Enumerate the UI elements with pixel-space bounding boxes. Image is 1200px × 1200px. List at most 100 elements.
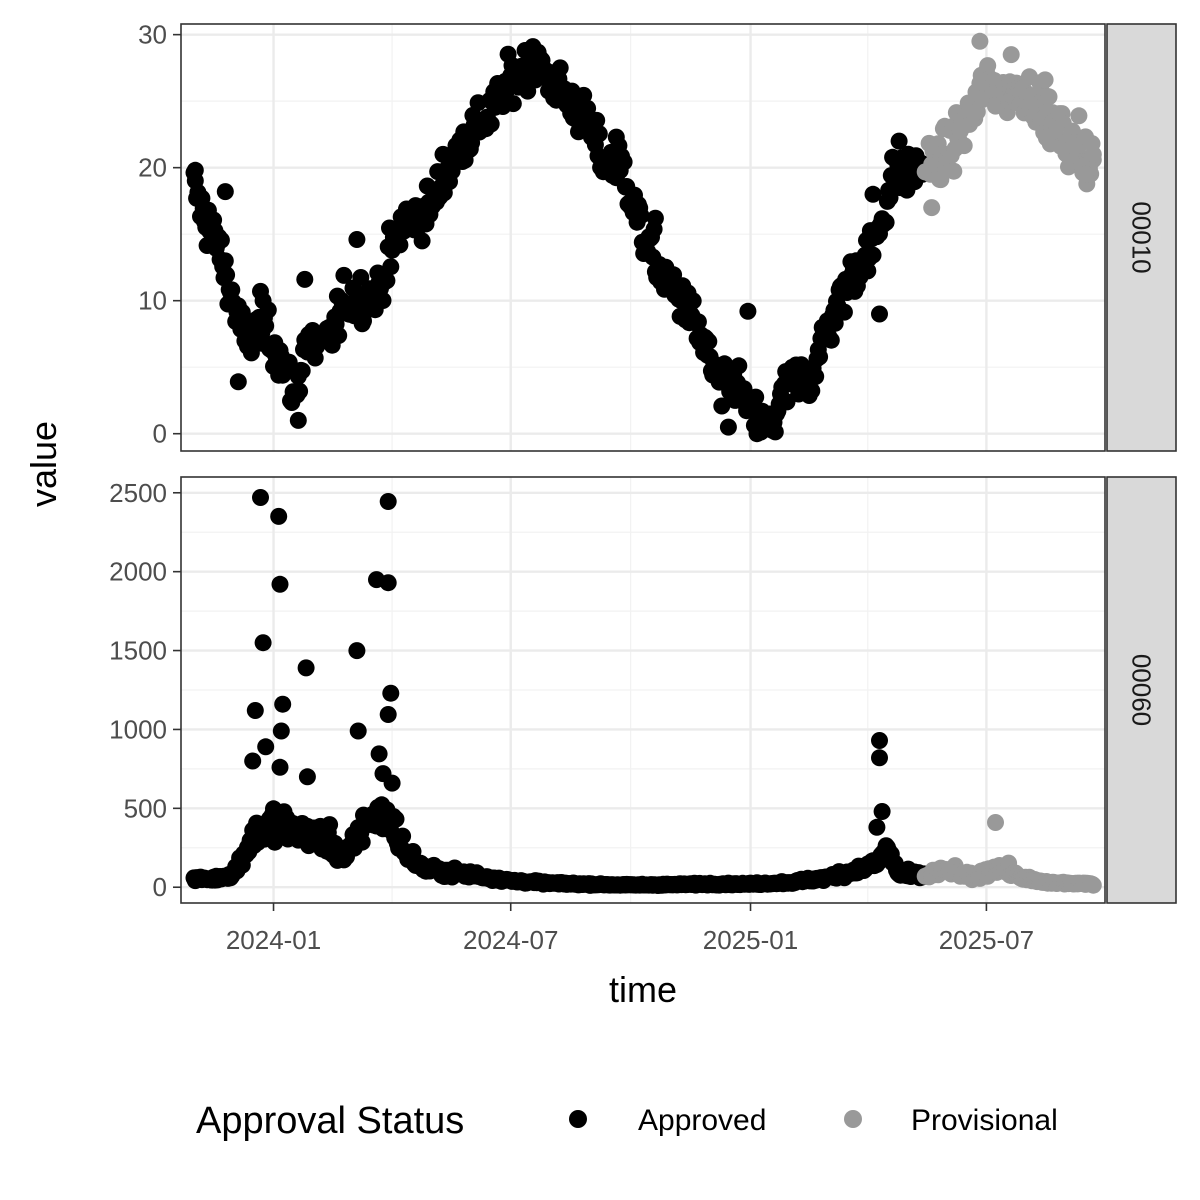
data-point — [271, 758, 289, 776]
data-point — [348, 642, 366, 660]
data-point — [330, 327, 348, 344]
data-point — [730, 357, 748, 375]
data-point — [270, 507, 288, 525]
data-point — [257, 317, 275, 335]
data-point — [296, 270, 314, 288]
data-point — [689, 313, 707, 331]
data-point — [379, 706, 397, 723]
data-point — [382, 684, 400, 702]
data-point — [321, 816, 339, 834]
data-point — [434, 145, 452, 163]
data-point — [811, 348, 829, 366]
data-point — [871, 749, 888, 767]
data-point — [379, 574, 397, 592]
data-point — [1084, 876, 1102, 894]
data-point — [766, 423, 784, 441]
data-point — [274, 695, 292, 713]
data-point — [826, 314, 844, 332]
data-point — [335, 266, 353, 284]
data-point — [987, 814, 1004, 831]
data-point — [370, 745, 388, 763]
data-point — [289, 411, 307, 429]
data-point — [1002, 46, 1020, 64]
data-point — [1070, 107, 1088, 125]
data-point — [382, 258, 400, 276]
legend-key-provisional — [844, 1110, 862, 1128]
data-point — [835, 303, 853, 321]
data-point — [864, 246, 882, 264]
data-point — [739, 302, 757, 320]
data-point — [353, 833, 371, 851]
data-point — [378, 272, 396, 290]
facet-strip — [1106, 476, 1177, 904]
data-point — [1040, 88, 1058, 106]
data-point — [719, 418, 737, 436]
data-point — [271, 575, 289, 593]
data-point — [873, 803, 891, 820]
legend-label-provisional: Provisional — [911, 1104, 1058, 1137]
data-point — [352, 269, 370, 286]
data-point — [394, 827, 412, 845]
data-point — [859, 262, 877, 280]
legend-key-approved — [569, 1110, 587, 1128]
data-point — [871, 732, 888, 749]
y-axis-title: value — [23, 421, 64, 507]
data-point — [822, 331, 840, 349]
data-point — [632, 207, 650, 225]
data-point — [971, 32, 989, 50]
legend-title: Approval Status — [196, 1100, 464, 1142]
data-point — [868, 818, 886, 836]
data-point — [297, 659, 315, 677]
data-point — [945, 162, 963, 180]
data-point — [615, 153, 633, 171]
facet-strip-label: 00010 — [1127, 201, 1157, 273]
data-point — [803, 382, 821, 400]
data-point — [254, 634, 272, 652]
x-tick-label: 2025-01 — [703, 925, 798, 955]
data-point — [212, 231, 230, 249]
data-point — [504, 95, 522, 113]
data-point — [551, 59, 569, 77]
x-tick-label: 2025-07 — [939, 925, 1034, 955]
data-point — [1077, 165, 1094, 183]
data-point — [383, 774, 401, 792]
data-point — [259, 301, 277, 319]
data-point — [482, 115, 500, 133]
panel-border — [180, 476, 1106, 904]
data-point — [413, 232, 431, 250]
data-point — [923, 199, 941, 217]
data-point — [700, 333, 718, 350]
data-point — [588, 111, 606, 129]
data-point — [979, 57, 997, 75]
data-point — [199, 201, 217, 219]
data-point — [257, 738, 275, 756]
y-tick-label: 500 — [124, 793, 167, 823]
y-tick-label: 0 — [153, 419, 167, 449]
data-point — [252, 282, 269, 300]
data-point — [252, 489, 269, 506]
data-point — [877, 213, 895, 231]
data-point — [955, 137, 973, 155]
data-point — [646, 209, 664, 227]
data-point — [387, 810, 405, 828]
data-point — [524, 38, 542, 56]
facet-strip — [1106, 23, 1177, 452]
data-point — [293, 362, 311, 380]
y-tick-label: 1500 — [109, 636, 167, 666]
data-point — [349, 722, 367, 740]
y-tick-label: 2500 — [109, 478, 167, 508]
y-tick-label: 10 — [138, 286, 167, 316]
data-point — [229, 373, 247, 391]
data-point — [216, 183, 234, 201]
data-point — [291, 382, 309, 400]
panel-00060: 0 500 1000 1500 2000 2500 00060 2024-01 2024-07 2… — [109, 476, 1177, 955]
y-tick-label: 0 — [153, 872, 167, 902]
data-point — [246, 702, 264, 719]
data-point — [216, 252, 234, 270]
data-point — [684, 292, 702, 310]
data-point — [864, 185, 882, 203]
legend: Approval Status Approved Provisional — [196, 1100, 1058, 1142]
points-00060 — [185, 489, 1102, 894]
data-point — [590, 125, 608, 143]
